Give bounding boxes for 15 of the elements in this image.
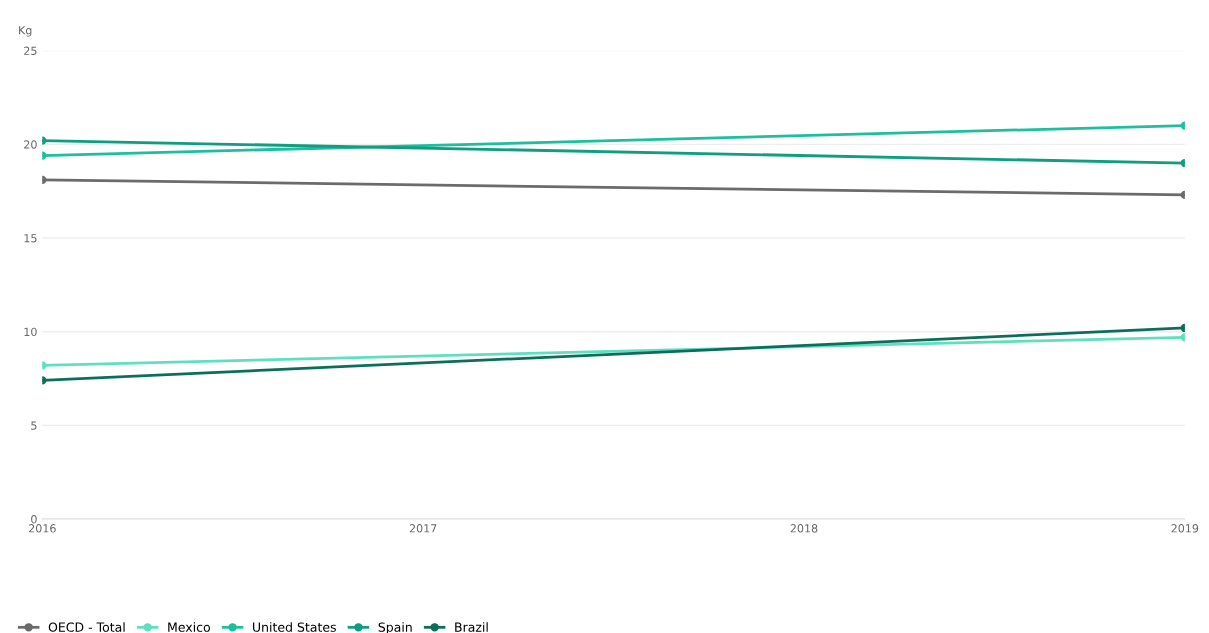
x-tick-label: 2016 <box>28 524 56 533</box>
y-tick-label: 15 <box>24 234 37 243</box>
legend-label: OECD - Total <box>48 622 125 632</box>
legend-label: United States <box>253 622 336 632</box>
x-tick-label: 2018 <box>790 524 818 533</box>
x-tick-label: 2019 <box>1171 524 1199 533</box>
y-axis-title: Kg <box>19 26 32 37</box>
legend-label: Mexico <box>168 622 210 632</box>
y-tick-label: 10 <box>24 327 37 337</box>
y-tick-label: 0 <box>31 515 37 524</box>
y-tick-label: 5 <box>31 421 37 430</box>
y-tick-label: 25 <box>24 46 37 56</box>
x-tick-label: 2017 <box>409 524 437 533</box>
legend-label: Brazil <box>455 622 488 632</box>
y-tick-label: 20 <box>24 140 37 149</box>
